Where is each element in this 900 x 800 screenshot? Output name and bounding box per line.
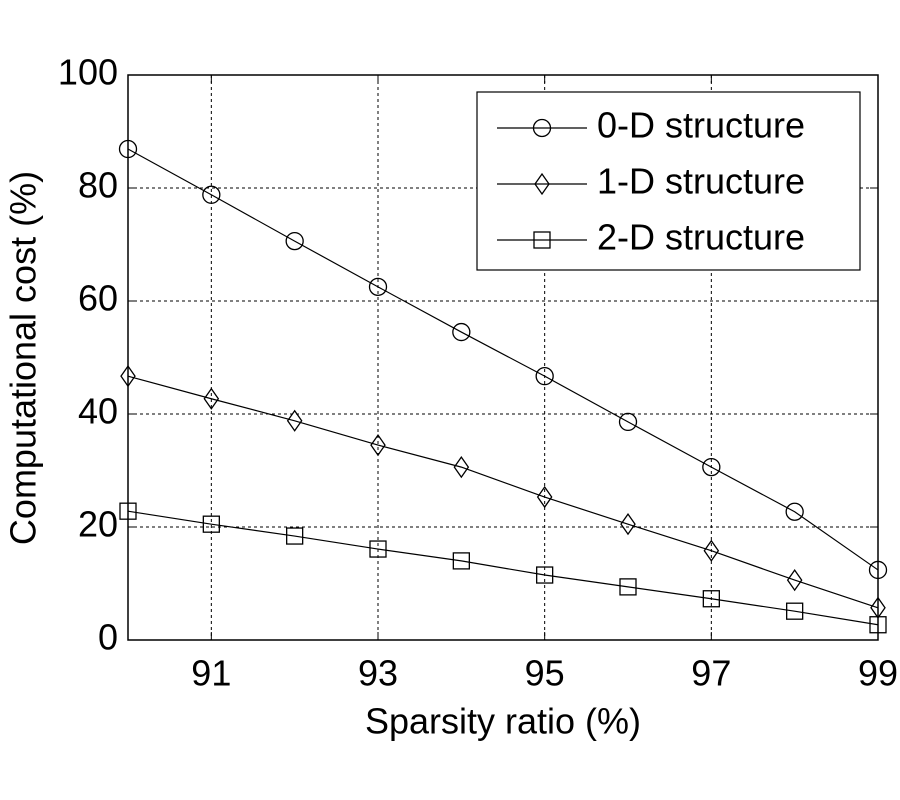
x-tick-label: 97: [691, 653, 731, 694]
marker: [286, 527, 304, 545]
marker: [368, 277, 388, 297]
y-tick-label: 0: [98, 617, 118, 658]
x-tick-label: 91: [191, 653, 231, 694]
x-axis-label: Sparsity ratio (%): [365, 701, 641, 742]
y-axis-label: Computational cost (%): [3, 171, 44, 545]
marker: [786, 568, 803, 592]
marker: [286, 409, 303, 432]
marker: [120, 365, 136, 388]
marker: [452, 322, 471, 342]
marker: [532, 118, 552, 138]
marker: [868, 560, 888, 580]
y-tick-label: 60: [78, 278, 118, 319]
plot-frame: [127, 74, 879, 641]
legend-label: 2-D structure: [597, 217, 805, 258]
marker: [203, 387, 220, 410]
marker: [786, 602, 804, 620]
marker: [118, 139, 138, 159]
y-tick-label: 100: [58, 52, 118, 93]
y-tick-label: 80: [78, 165, 118, 206]
legend-label: 0-D structure: [597, 105, 805, 146]
marker: [452, 552, 470, 570]
marker: [370, 433, 386, 457]
marker: [369, 540, 387, 558]
marker: [785, 502, 804, 521]
marker: [536, 485, 553, 509]
marker: [533, 231, 551, 249]
x-tick-label: 99: [858, 653, 898, 694]
x-tick-label: 95: [525, 653, 565, 694]
y-tick-label: 40: [78, 391, 118, 432]
marker: [536, 566, 554, 584]
series-line: [127, 375, 879, 609]
y-tick-label: 20: [78, 504, 118, 545]
marker: [453, 455, 470, 479]
marker: [870, 596, 886, 619]
marker: [285, 231, 304, 251]
marker: [619, 578, 637, 596]
marker: [703, 539, 720, 562]
marker: [534, 172, 550, 196]
x-tick-label: 93: [358, 653, 398, 694]
marker: [620, 513, 636, 536]
marker: [535, 366, 554, 386]
marker: [202, 515, 220, 533]
marker: [618, 412, 638, 432]
marker: [202, 185, 221, 204]
marker: [869, 616, 887, 634]
series-line: [127, 148, 879, 571]
series-line: [127, 510, 879, 626]
marker: [702, 457, 721, 477]
marker: [119, 502, 137, 520]
legend-label: 1-D structure: [597, 161, 805, 202]
marker: [702, 590, 720, 608]
